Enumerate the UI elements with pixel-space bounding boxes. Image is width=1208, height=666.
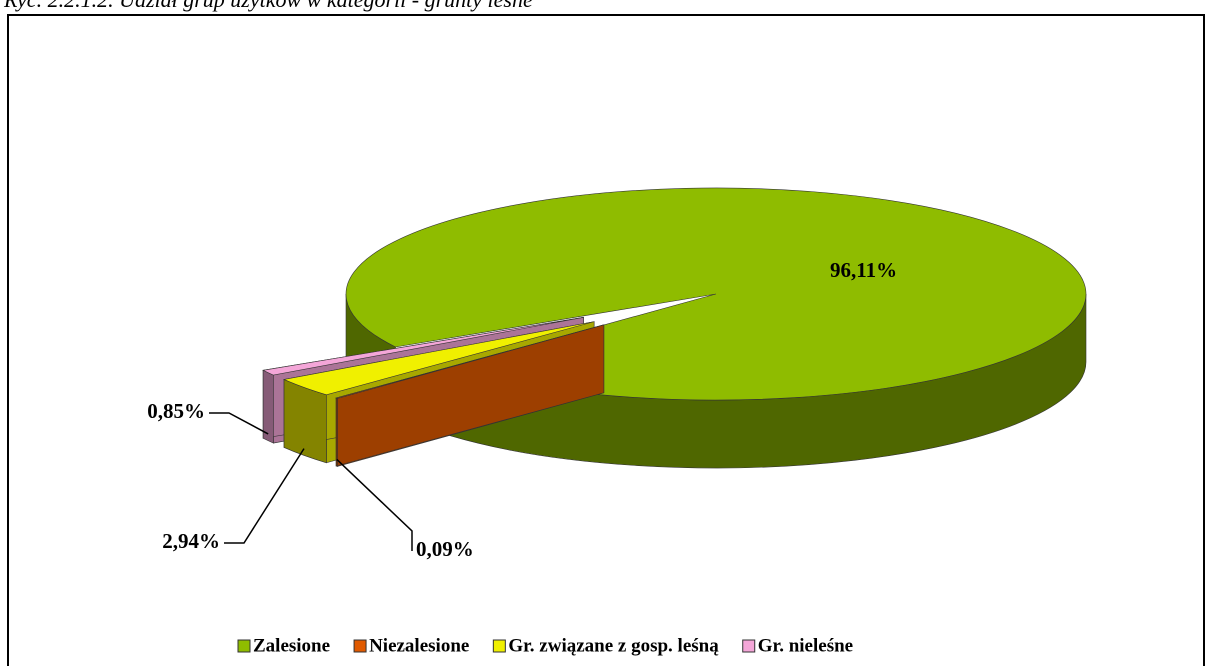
leader-line [224, 448, 305, 544]
data-label: 0,09% [416, 537, 474, 561]
chart-title: Ryc. 2.2.1.2. Udział grup użytków w kate… [3, 0, 533, 12]
legend-swatch [492, 639, 506, 653]
legend-swatch [353, 639, 367, 653]
data-label: 2,94% [162, 529, 220, 553]
slice-side [335, 397, 338, 467]
data-label: 96,11% [830, 258, 897, 282]
data-label: 0,85% [147, 399, 205, 423]
slice-top [283, 321, 595, 396]
legend-label: Gr. nieleśne [758, 635, 853, 656]
legend-label: Zalesione [253, 635, 330, 656]
legend-label: Niezalesione [369, 635, 469, 656]
leader-line [336, 458, 413, 551]
slice-top [335, 324, 604, 399]
legend-swatch [742, 639, 756, 653]
slice-top [262, 316, 584, 376]
leader-line [209, 412, 269, 435]
chart-frame [7, 14, 1205, 666]
legend-swatch [237, 639, 251, 653]
legend-label: Gr. związane z gosp. leśną [508, 635, 719, 656]
